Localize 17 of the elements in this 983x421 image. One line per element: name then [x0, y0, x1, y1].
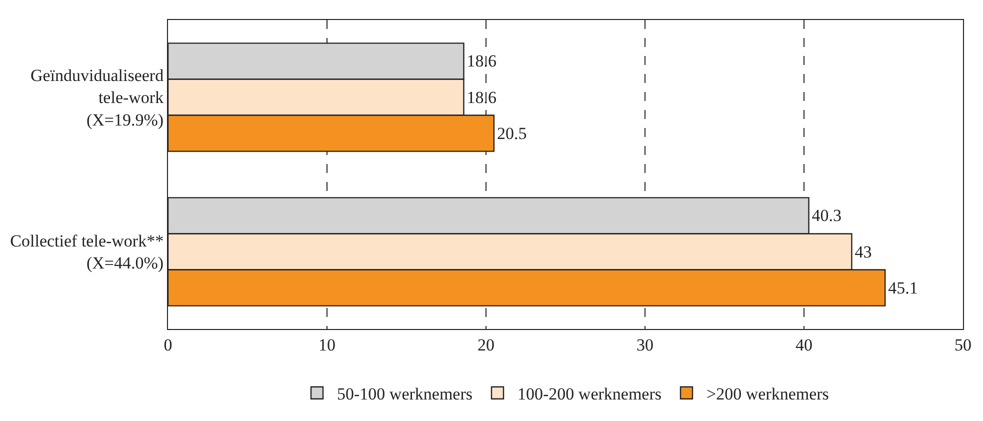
x-tick-label: 10: [318, 335, 336, 354]
data-label: 43: [854, 242, 872, 262]
x-tick-label: 40: [796, 335, 812, 354]
x-tick-label: 30: [636, 335, 654, 354]
legend-label: 50-100 werknemers: [337, 384, 472, 404]
data-label: 20.5: [496, 124, 527, 143]
data-label: 18.6: [466, 52, 496, 71]
legend-label: >200 werknemers: [706, 384, 829, 404]
y-tick-label: Collectief tele-work** (X=44.0%): [10, 232, 164, 273]
data-label: 45.1: [888, 278, 918, 298]
data-label: 40.3: [812, 206, 842, 226]
x-tick-label: 20: [478, 335, 494, 354]
data-label: 18.6: [466, 88, 496, 107]
y-tick-label: Geïnduvidualiseerd tele-work (X=19.9%): [30, 66, 164, 130]
x-tick-label: 0: [164, 335, 172, 354]
legend-label: 100-200 werknemers: [518, 384, 662, 404]
x-tick-label: 50: [954, 335, 972, 354]
